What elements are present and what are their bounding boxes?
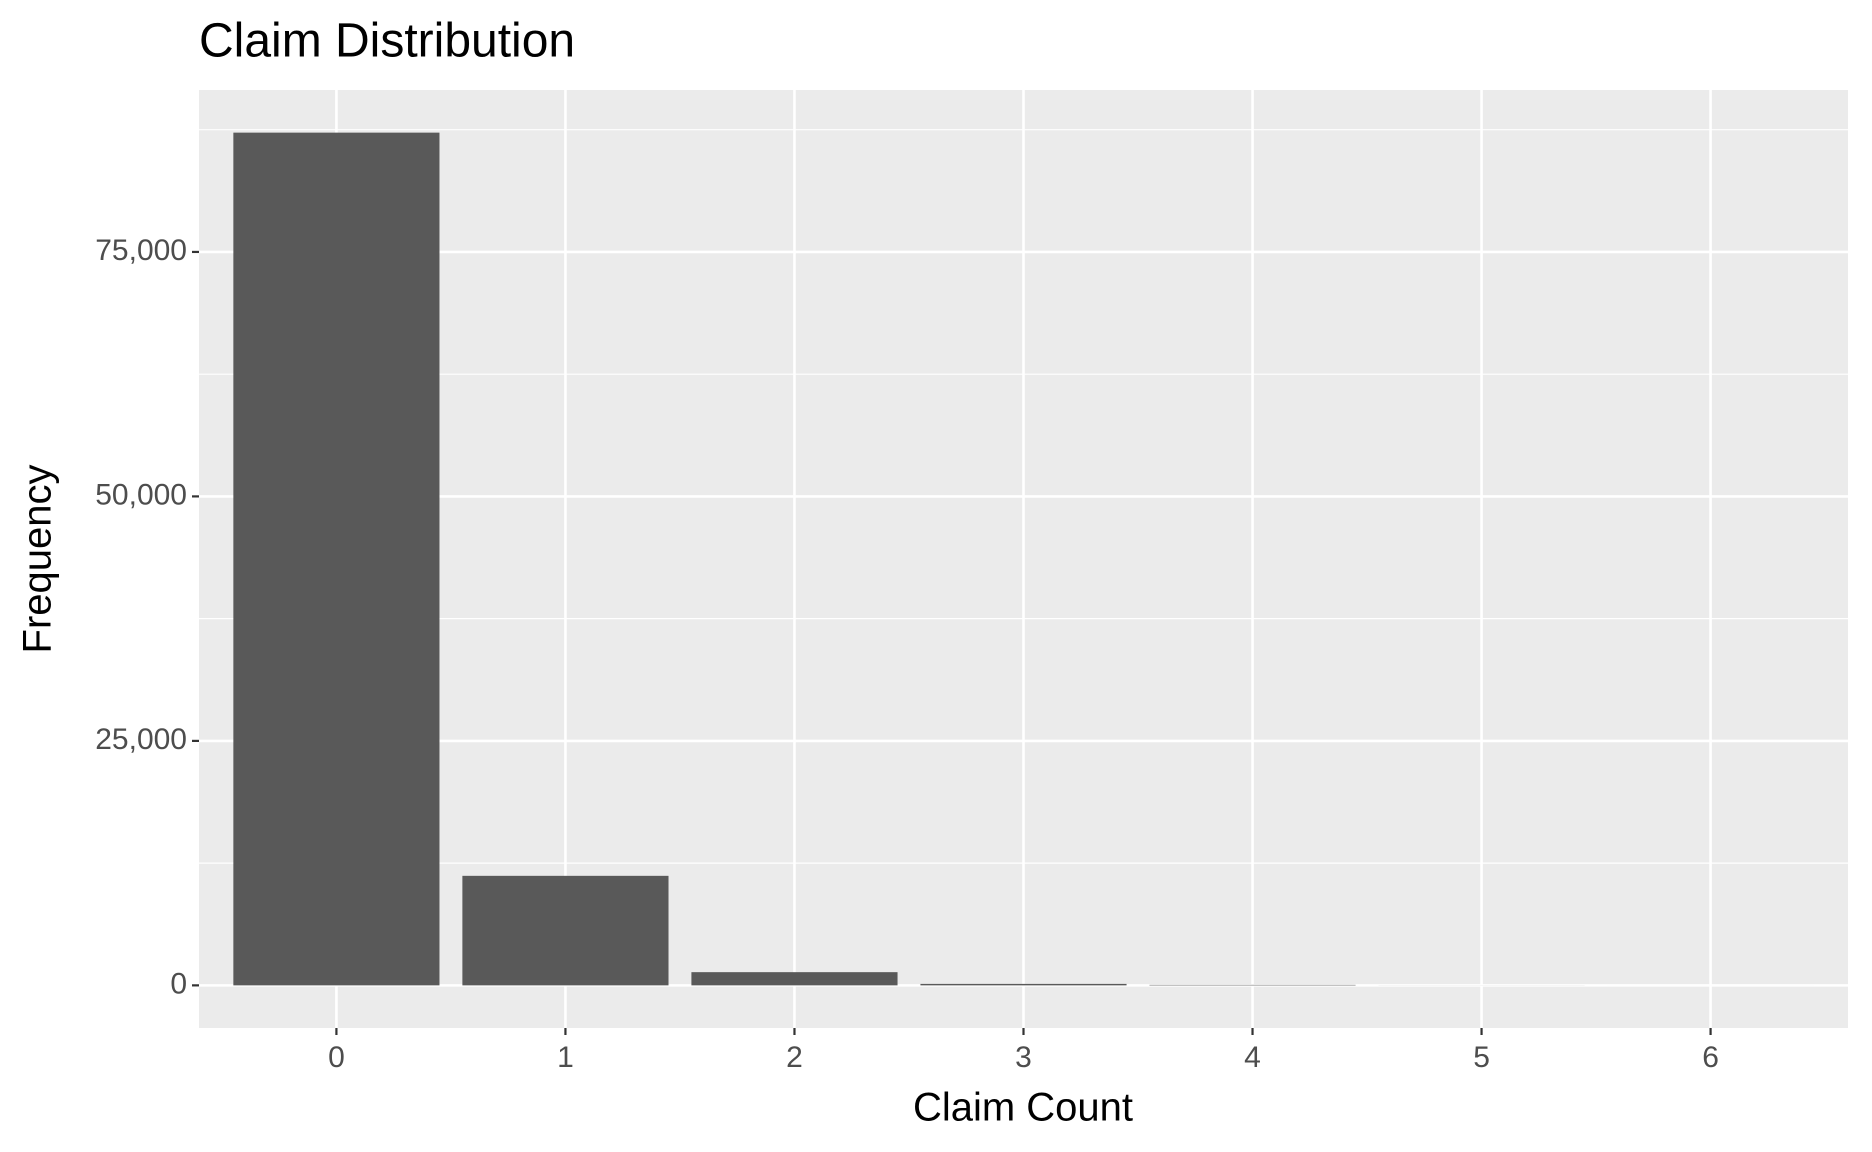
x-tick-label: 2 — [786, 1041, 803, 1074]
bar — [462, 875, 669, 986]
x-tick-label: 6 — [1702, 1041, 1719, 1074]
chart-title: Claim Distribution — [199, 15, 575, 68]
bar — [691, 972, 898, 986]
x-tick-label: 4 — [1244, 1041, 1261, 1074]
x-tick-label: 3 — [1015, 1041, 1032, 1074]
x-axis-label: Claim Count — [913, 1086, 1133, 1130]
y-tick-label: 75,000 — [95, 234, 187, 267]
y-tick-label: 0 — [170, 967, 187, 1000]
y-tick-label: 25,000 — [95, 723, 187, 756]
x-tick-label: 1 — [557, 1041, 574, 1074]
y-axis-label: Frequency — [16, 465, 60, 654]
bar — [920, 983, 1127, 986]
bar — [233, 132, 440, 986]
x-tick-label: 0 — [328, 1041, 345, 1074]
y-tick-label: 50,000 — [95, 478, 187, 511]
x-tick-label: 5 — [1473, 1041, 1490, 1074]
